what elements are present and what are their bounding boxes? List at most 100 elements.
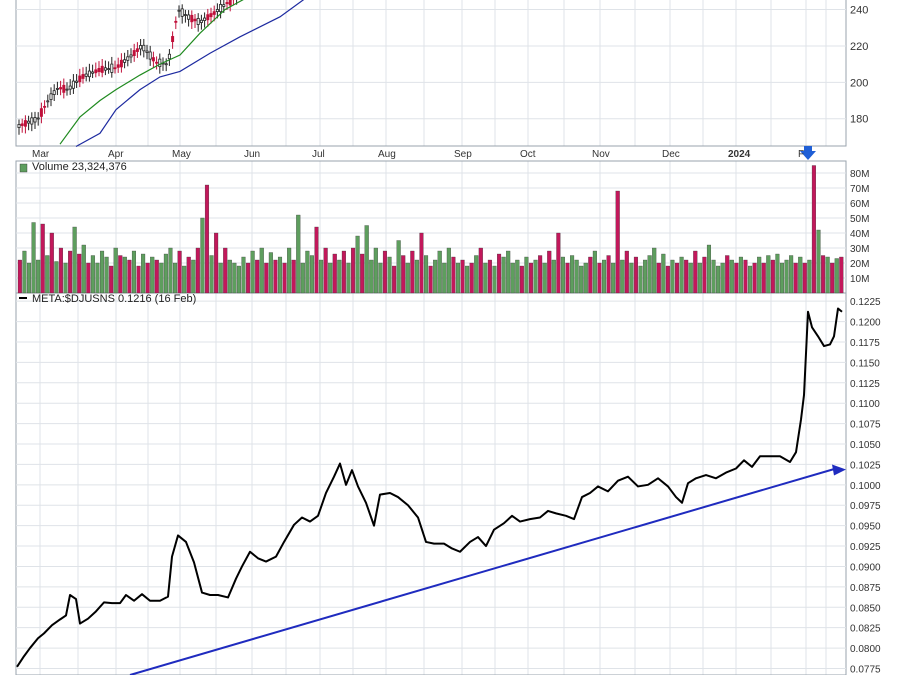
price-candle-body — [39, 108, 43, 117]
price-candle-body — [23, 120, 27, 127]
price-candle-body — [119, 59, 123, 68]
price-candle-body — [43, 105, 47, 108]
volume-bar — [624, 250, 629, 294]
volume-bar — [95, 262, 100, 294]
price-candle-body — [196, 18, 200, 25]
volume-bar — [455, 262, 461, 294]
volume-tick-label: 60M — [850, 199, 869, 210]
volume-bar — [401, 255, 406, 294]
ratio-tick-label: 0.1150 — [850, 358, 880, 369]
volume-bar — [789, 255, 794, 294]
ratio-tick-label: 0.0850 — [850, 603, 881, 614]
volume-bar — [606, 255, 611, 294]
price-candle-body — [190, 14, 194, 23]
volume-bar — [834, 258, 839, 294]
ratio-tick-label: 0.0900 — [850, 562, 881, 573]
ratio-tick-label: 0.1000 — [850, 481, 881, 492]
volume-bar — [428, 265, 433, 294]
volume-bar — [127, 259, 132, 294]
volume-bar — [49, 232, 54, 294]
ratio-tick-label: 0.0875 — [850, 583, 881, 594]
volume-bar — [122, 256, 127, 294]
volume-bar — [90, 255, 95, 294]
price-candle-body — [81, 74, 85, 79]
price-candle-body — [129, 54, 133, 58]
volume-bar — [684, 259, 689, 294]
price-candle-body — [222, 4, 226, 7]
volume-bar — [729, 259, 734, 294]
volume-bar — [81, 244, 86, 294]
price-candle-body — [46, 100, 50, 103]
volume-bar — [131, 250, 137, 294]
ratio-tick-label: 0.1050 — [850, 440, 881, 451]
x-tick-label: Nov — [592, 149, 610, 160]
volume-bar — [341, 250, 346, 294]
volume-bar — [273, 259, 278, 294]
volume-bar — [738, 256, 743, 294]
volume-bar — [45, 255, 50, 294]
volume-bar — [665, 265, 670, 294]
volume-bar — [533, 259, 538, 294]
volume-bar — [186, 256, 191, 294]
ratio-tick-label: 0.1200 — [850, 318, 881, 329]
volume-bar — [551, 259, 556, 294]
volume-bar — [487, 259, 492, 294]
price-candle-body — [91, 71, 95, 74]
volume-bar — [574, 259, 579, 294]
volume-bar — [350, 247, 356, 294]
volume-bar — [469, 262, 474, 294]
volume-bar — [643, 259, 648, 294]
volume-bar — [40, 223, 45, 294]
price-candle-body — [36, 117, 40, 120]
ma-long-line — [75, 0, 305, 148]
volume-bar — [104, 256, 109, 294]
support-trendline — [129, 467, 837, 676]
price-candle-body — [199, 19, 203, 23]
volume-bar — [163, 253, 168, 294]
volume-bar — [22, 250, 27, 294]
volume-bar — [141, 253, 146, 294]
volume-bar — [720, 262, 725, 294]
volume-bar — [259, 247, 264, 294]
volume-bar — [17, 259, 22, 294]
volume-bar — [524, 256, 529, 294]
ratio-tick-label: 0.1100 — [850, 399, 880, 410]
volume-bar — [711, 259, 716, 294]
ma-short-line — [59, 0, 244, 145]
x-tick-label: 2024 — [728, 149, 751, 160]
price-candle-body — [135, 48, 139, 52]
price-candle-body — [203, 17, 207, 21]
ratio-tick-label: 0.0825 — [850, 624, 881, 635]
volume-bar — [483, 262, 488, 294]
volume-bar — [460, 259, 465, 294]
volume-bar — [419, 232, 424, 294]
volume-bar — [241, 256, 246, 294]
volume-bar — [58, 247, 63, 294]
volume-tick-label: 20M — [850, 259, 869, 270]
ratio-tick-label: 0.0775 — [850, 664, 881, 675]
price-tick-label: 220 — [850, 41, 868, 53]
price-tick-label: 200 — [850, 77, 868, 89]
volume-bar — [770, 259, 775, 294]
volume-bar — [145, 262, 150, 294]
x-tick-label: Sep — [454, 149, 472, 160]
volume-bar — [31, 222, 36, 294]
price-candle-body — [164, 63, 168, 66]
volume-bar — [36, 259, 41, 294]
volume-bar — [501, 256, 506, 294]
volume-bar — [150, 256, 155, 294]
volume-bar — [287, 247, 292, 294]
ratio-tick-label: 0.1075 — [850, 420, 881, 431]
volume-bar — [328, 262, 333, 294]
volume-bar — [118, 255, 123, 294]
volume-bar — [437, 250, 442, 294]
price-candle-body — [116, 64, 120, 68]
volume-tick-label: 30M — [850, 244, 869, 255]
volume-bar — [474, 255, 479, 294]
price-candle-body — [100, 65, 104, 73]
volume-legend-swatch — [19, 163, 28, 173]
ratio-tick-label: 0.0800 — [850, 644, 881, 655]
volume-bar — [26, 262, 32, 294]
volume-bar — [716, 265, 721, 294]
